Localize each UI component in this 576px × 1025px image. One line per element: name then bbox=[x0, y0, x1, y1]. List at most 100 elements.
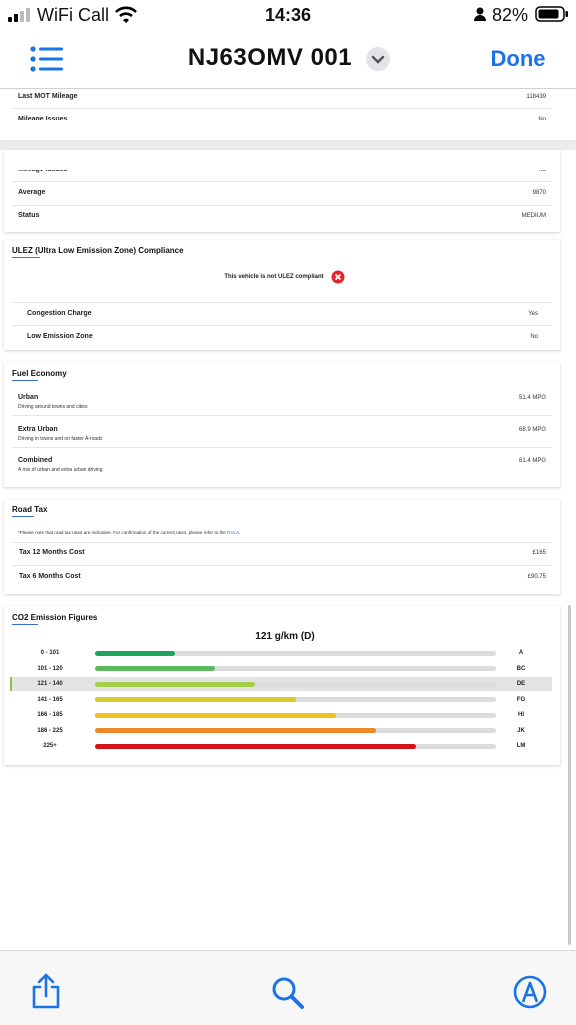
band-letter: DE bbox=[516, 681, 526, 687]
band-letter: A bbox=[518, 650, 524, 656]
menu-button[interactable] bbox=[30, 46, 64, 72]
band-range: 0 - 101 bbox=[40, 650, 60, 656]
row-value: No bbox=[530, 334, 538, 340]
band-bar bbox=[95, 743, 417, 749]
row-value: MEDIUM bbox=[521, 213, 546, 219]
band-bar bbox=[95, 712, 336, 718]
card-title: Fuel Economy bbox=[12, 369, 67, 378]
row-value: £165 bbox=[532, 550, 546, 556]
mot-card: Last MOT Mileage 118439 Mileage Issues No bbox=[4, 89, 560, 140]
done-button[interactable]: Done bbox=[490, 46, 546, 71]
band-bar bbox=[95, 681, 256, 687]
row-label: Extra Urban bbox=[18, 425, 58, 433]
current-band-marker bbox=[10, 677, 12, 691]
band-range: 141 - 165 bbox=[37, 696, 63, 703]
band-track bbox=[95, 650, 496, 656]
band-range: 121 - 140 bbox=[37, 681, 63, 687]
row-value: 118439 bbox=[526, 94, 546, 100]
band-track bbox=[95, 666, 496, 671]
row-description: A mix of urban and extra urban driving bbox=[18, 467, 103, 473]
page-title: NJ63OMV 001 bbox=[187, 44, 353, 71]
not-compliant-icon bbox=[331, 270, 345, 284]
title-underline bbox=[12, 257, 40, 258]
row-label: Congestion Charge bbox=[27, 310, 92, 317]
co2-card: CO2 Emission Figures 121 g/km (D) 0 - 10… bbox=[4, 606, 560, 765]
row-divider bbox=[12, 325, 552, 326]
card-title: Road Tax bbox=[12, 505, 48, 514]
band-letter: BC bbox=[516, 665, 526, 672]
clipped-row: Mileage Issues No bbox=[4, 170, 560, 175]
row-divider bbox=[12, 108, 552, 109]
band-bar bbox=[95, 666, 216, 671]
row-label: Combined bbox=[18, 457, 53, 464]
row-label: Mileage Issues bbox=[18, 116, 68, 120]
mileage-card: Mileage Issues No Average 9870 Status MEDIUM bbox=[4, 150, 560, 232]
card-title: ULEZ (Ultra Low Emission Zone) Complianc… bbox=[12, 246, 184, 255]
co2-headline: 121 g/km (D) bbox=[255, 631, 315, 642]
row-value: 51.4 MPG bbox=[518, 395, 546, 401]
toolbar bbox=[0, 950, 576, 1025]
clipped-row: Mileage Issues No bbox=[4, 115, 560, 120]
row-value: No bbox=[538, 170, 546, 173]
row-value: Yes bbox=[528, 311, 538, 317]
row-value: No bbox=[538, 117, 546, 120]
band-bar bbox=[95, 728, 376, 733]
search-button[interactable] bbox=[271, 976, 305, 1010]
share-button[interactable] bbox=[31, 973, 61, 1009]
band-letter: FG bbox=[516, 696, 526, 703]
row-label: Status bbox=[18, 212, 40, 219]
band-track bbox=[95, 681, 496, 687]
nav-divider bbox=[0, 88, 576, 89]
row-divider bbox=[12, 565, 552, 566]
markup-button[interactable] bbox=[513, 975, 547, 1009]
wifi-icon bbox=[115, 6, 137, 23]
band-letter: HI bbox=[518, 712, 524, 718]
title-underline bbox=[12, 380, 38, 381]
row-label: Tax 12 Months Cost bbox=[19, 549, 85, 556]
band-range: 101 - 120 bbox=[37, 665, 63, 672]
row-value: £90.75 bbox=[527, 574, 546, 580]
row-value: 9870 bbox=[532, 190, 546, 196]
row-divider bbox=[12, 415, 552, 416]
row-description: Driving in towns and on faster A-roads bbox=[18, 435, 103, 442]
clock: 14:36 bbox=[264, 5, 312, 25]
row-label: Average bbox=[18, 189, 46, 196]
band-range: 225+ bbox=[43, 743, 57, 749]
note-text: *Please note that road tax rates are ind… bbox=[18, 530, 228, 535]
scrollbar bbox=[568, 605, 571, 945]
dvla-link[interactable]: DVLA bbox=[227, 530, 240, 535]
page-break bbox=[0, 140, 576, 150]
band-bar bbox=[95, 650, 175, 656]
tax-note: *Please note that road tax rates are ind… bbox=[18, 528, 240, 538]
ulez-card: ULEZ (Ultra Low Emission Zone) Complianc… bbox=[4, 240, 560, 350]
band-letter: LM bbox=[516, 743, 526, 749]
row-divider bbox=[12, 542, 552, 543]
row-value: 61.4 MPG bbox=[518, 458, 546, 464]
row-label: Low Emission Zone bbox=[27, 333, 93, 340]
band-bar bbox=[95, 697, 296, 702]
fuel-card: Fuel Economy Urban 51.4 MPG Driving around… bbox=[4, 362, 560, 487]
battery-percent: 82% bbox=[492, 5, 529, 25]
ulez-message: This vehicle is not ULEZ compliant bbox=[224, 274, 324, 280]
row-label: Mileage Issues bbox=[18, 170, 67, 175]
row-divider bbox=[12, 446, 552, 448]
row-divider bbox=[12, 205, 552, 206]
row-label: Last MOT Mileage bbox=[18, 93, 78, 100]
card-title: CO2 Emission Figures bbox=[12, 613, 98, 622]
row-value: 68.9 MPG bbox=[518, 426, 546, 433]
person-icon bbox=[474, 7, 486, 21]
row-label: Tax 6 Months Cost bbox=[19, 573, 81, 580]
band-range: 186 - 225 bbox=[37, 727, 63, 734]
band-range: 166 - 185 bbox=[37, 712, 63, 718]
battery-icon bbox=[535, 6, 568, 22]
row-divider bbox=[12, 302, 552, 303]
band-letter: JK bbox=[517, 727, 525, 734]
row-divider bbox=[12, 181, 552, 182]
signal-icon bbox=[8, 8, 30, 22]
title-menu-button[interactable] bbox=[365, 46, 391, 72]
carrier: WiFi Call bbox=[37, 5, 109, 25]
title-underline bbox=[12, 516, 34, 517]
note-end: . bbox=[239, 530, 241, 535]
row-description: Driving around towns and cities bbox=[18, 404, 88, 410]
